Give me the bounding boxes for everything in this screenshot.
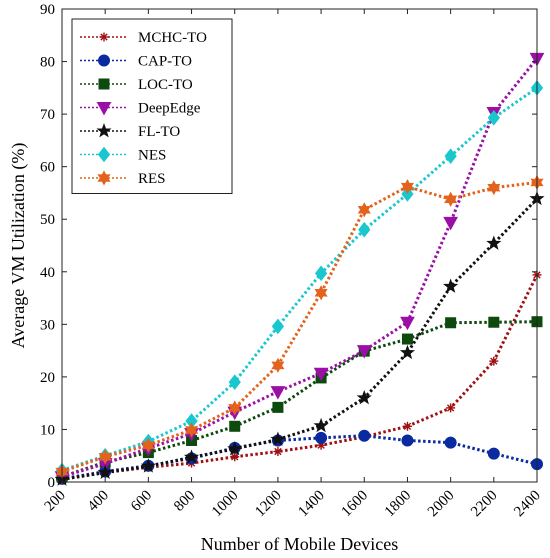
data-point	[272, 401, 284, 413]
data-point	[444, 148, 457, 164]
y-tick-label: 90	[40, 2, 55, 18]
legend: MCHC-TO CAP-TO LOC-TO DeepEdge FL-TO NES RES	[71, 18, 233, 194]
y-tick-label: 60	[40, 160, 55, 176]
data-point	[313, 417, 329, 433]
data-point	[313, 367, 329, 382]
legend-entry: RES	[80, 170, 166, 187]
data-point	[488, 316, 500, 328]
legend-entry: CAP-TO	[80, 54, 192, 70]
data-point	[401, 333, 413, 345]
data-point	[487, 447, 500, 460]
y-axis-title: Average VM Utilization (%)	[8, 143, 29, 349]
data-point	[446, 403, 456, 413]
legend-marker	[96, 102, 112, 116]
data-point	[184, 422, 199, 438]
data-point	[486, 235, 502, 250]
legend-box	[71, 18, 233, 194]
data-point	[444, 436, 457, 449]
x-axis-title: Number of Mobile Devices	[201, 534, 398, 554]
y-tick-label: 80	[40, 55, 55, 71]
data-point	[314, 265, 328, 282]
data-point	[487, 180, 501, 196]
data-point	[98, 449, 112, 465]
legend-label: NES	[138, 148, 166, 164]
data-point	[227, 440, 243, 456]
series-nes	[55, 80, 544, 479]
marker-stroke	[231, 453, 239, 461]
legend-entry: MCHC-TO	[80, 30, 207, 46]
data-point	[229, 420, 241, 432]
data-point	[270, 386, 286, 400]
data-point	[445, 317, 457, 329]
data-point	[489, 356, 499, 366]
legend-entry: DeepEdge	[80, 101, 201, 117]
data-point	[228, 374, 241, 390]
series-line	[61, 274, 539, 481]
legend-marker	[96, 123, 112, 138]
data-point	[443, 216, 458, 231]
legend-entry: NES	[80, 146, 166, 164]
legend-label: FL-TO	[138, 124, 180, 140]
data-point	[97, 464, 113, 479]
legend-marker	[97, 146, 111, 163]
data-point	[399, 344, 416, 360]
y-tick-label: 10	[40, 422, 55, 438]
data-point	[357, 202, 371, 218]
y-tick-label: 30	[40, 317, 55, 333]
legend-label: MCHC-TO	[138, 30, 207, 46]
data-point	[400, 316, 415, 331]
series-line	[61, 57, 539, 479]
data-point	[183, 449, 200, 464]
series-line	[61, 86, 538, 472]
legend-marker	[98, 54, 110, 67]
y-tick-label: 40	[40, 265, 55, 281]
marker-stroke	[403, 422, 412, 430]
series-line	[61, 180, 538, 473]
data-point	[401, 434, 414, 447]
data-point	[141, 437, 155, 453]
marker-stroke	[274, 447, 282, 456]
legend-entry: FL-TO	[80, 123, 180, 140]
data-point	[402, 421, 412, 431]
data-point	[487, 109, 500, 126]
legend-entry: LOC-TO	[80, 77, 193, 93]
data-point	[400, 179, 415, 195]
y-tick-label: 20	[40, 370, 55, 386]
data-point	[228, 400, 242, 416]
marker-stroke	[100, 33, 108, 41]
legend-marker	[97, 170, 111, 186]
data-point	[356, 389, 372, 405]
data-point	[356, 345, 372, 359]
data-point	[358, 221, 371, 238]
data-point	[273, 447, 283, 457]
legend-label: RES	[138, 171, 166, 187]
data-point	[358, 429, 371, 442]
plot-frame	[61, 8, 538, 483]
marker-stroke	[490, 357, 498, 365]
data-point	[270, 431, 286, 446]
series-line	[61, 320, 538, 479]
legend-label: LOC-TO	[138, 77, 193, 93]
legend-marker	[99, 32, 109, 42]
data-point	[315, 431, 328, 444]
y-tick-label: 0	[48, 475, 56, 491]
data-point	[271, 318, 285, 335]
data-point	[314, 285, 328, 301]
data-point	[271, 357, 285, 373]
series-line	[61, 197, 539, 481]
marker-stroke	[446, 404, 455, 412]
data-point	[444, 191, 458, 207]
y-tick-label: 70	[40, 107, 55, 123]
legend-label: CAP-TO	[138, 54, 192, 70]
legend-marker	[98, 78, 110, 90]
data-point	[140, 458, 156, 473]
data-point	[443, 278, 459, 293]
y-tick-label: 50	[40, 212, 55, 228]
legend-label: DeepEdge	[138, 101, 201, 117]
